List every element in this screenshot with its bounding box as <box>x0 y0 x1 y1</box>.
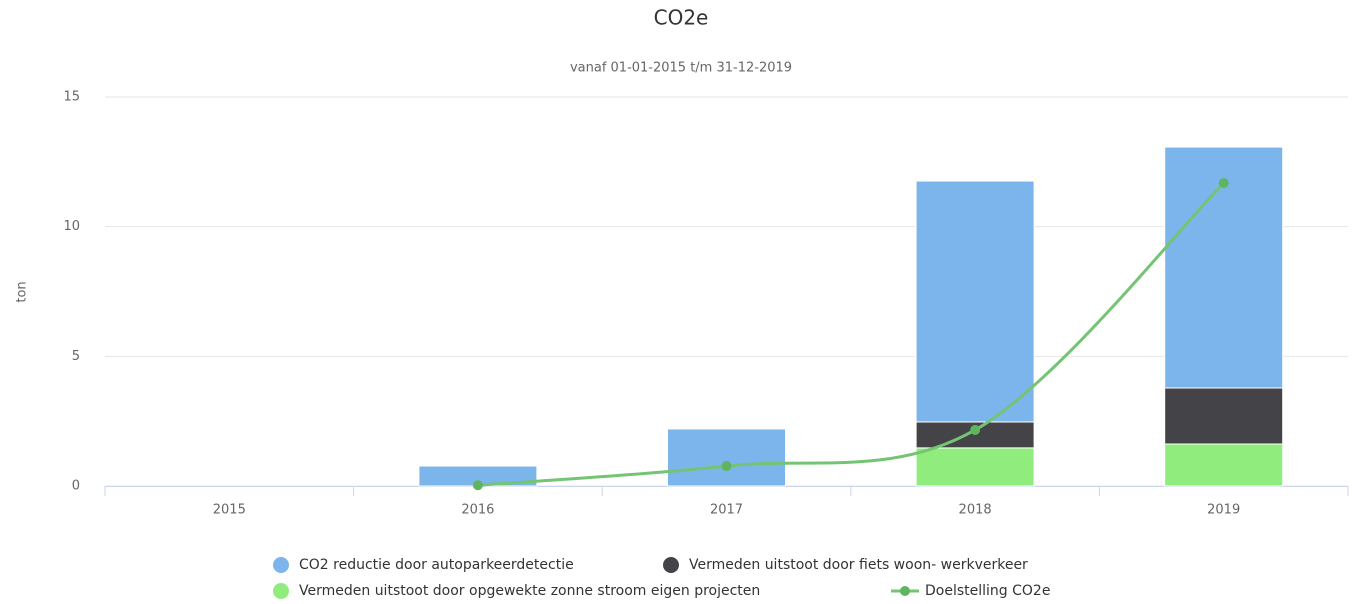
line-point <box>1218 178 1229 189</box>
chart-subtitle: vanaf 01-01-2015 t/m 31-12-2019 <box>570 61 792 76</box>
bar <box>915 447 1035 487</box>
line-point <box>472 480 483 491</box>
bar <box>1164 443 1284 487</box>
bar <box>915 180 1035 423</box>
bar <box>667 428 786 487</box>
line-point <box>721 461 732 472</box>
y-axis-title: ton <box>15 281 30 302</box>
x-tick-label: 2016 <box>461 503 494 518</box>
legend-label: Doelstelling CO2e <box>925 583 1050 599</box>
legend-marker <box>663 557 679 573</box>
legend-label: Vermeden uitstoot door fiets woon- werkv… <box>689 557 1028 573</box>
legend-marker <box>900 586 910 596</box>
legend-marker <box>273 583 289 599</box>
chart-title: CO2e <box>654 6 709 30</box>
y-tick-label: 15 <box>63 90 80 105</box>
x-tick-label: 2018 <box>959 503 992 518</box>
legend-label: CO2 reductie door autoparkeerdetectie <box>299 557 574 573</box>
x-tick-label: 2019 <box>1207 503 1240 518</box>
y-tick-label: 0 <box>72 479 80 494</box>
line-point <box>970 424 981 435</box>
legend-marker <box>273 557 289 573</box>
y-tick-label: 10 <box>63 219 80 234</box>
x-tick-label: 2015 <box>213 503 246 518</box>
legend-label: Vermeden uitstoot door opgewekte zonne s… <box>299 583 760 599</box>
y-tick-label: 5 <box>72 349 80 364</box>
bar <box>1164 387 1284 445</box>
x-tick-label: 2017 <box>710 503 743 518</box>
line <box>477 182 1225 487</box>
